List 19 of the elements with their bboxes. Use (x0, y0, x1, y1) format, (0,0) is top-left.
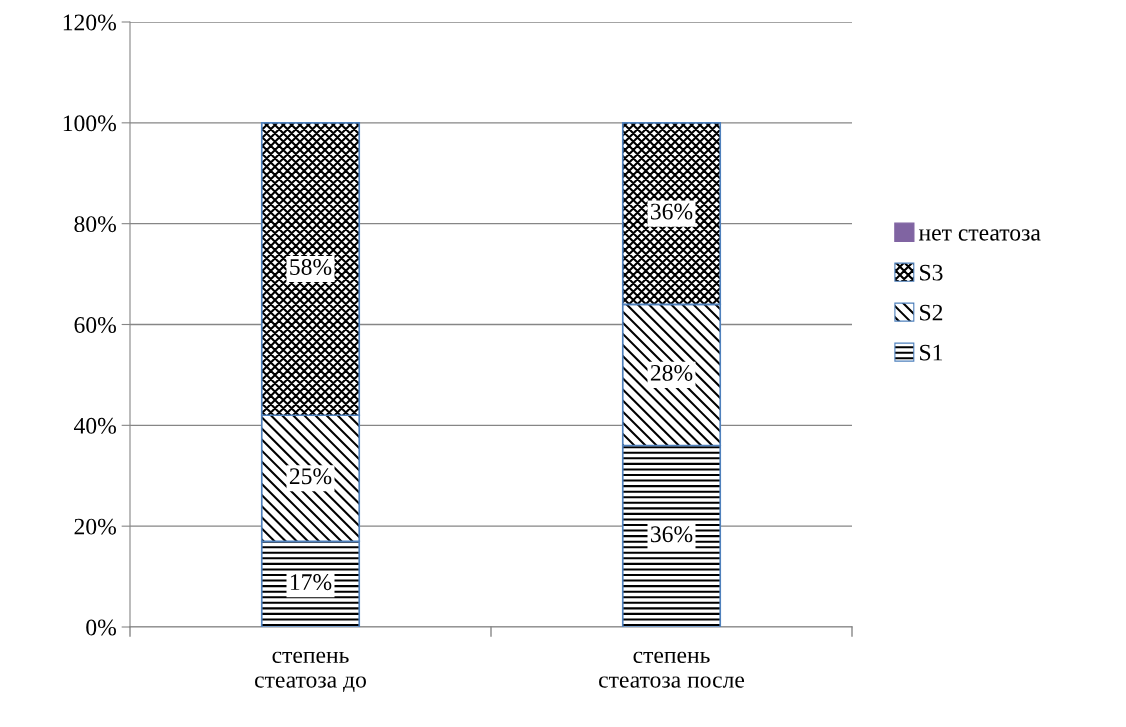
y-tick-label: 60% (74, 316, 116, 333)
legend-label: S1 (920, 344, 943, 361)
y-tick-label: 20% (74, 518, 116, 535)
data-label: 25% (289, 468, 332, 485)
y-tick-label: 120% (63, 14, 116, 31)
legend-label: S2 (920, 304, 943, 321)
x-tick-label: степень стеатоза после (599, 651, 745, 688)
data-label: 58% (290, 259, 332, 276)
y-tick-label: 80% (74, 216, 116, 233)
y-tick-label: 100% (63, 115, 116, 132)
legend-label: S3 (920, 264, 943, 281)
y-tick-label: 0% (86, 619, 116, 636)
y-tick-label: 40% (73, 417, 116, 434)
data-label: 36% (650, 526, 693, 543)
x-tick-label: степень стеатоза до (255, 651, 366, 693)
legend-label: нет стеатоза (918, 229, 1041, 241)
data-label: 17% (290, 574, 332, 591)
data-label: 28% (650, 364, 693, 381)
data-label: 36% (650, 203, 693, 220)
